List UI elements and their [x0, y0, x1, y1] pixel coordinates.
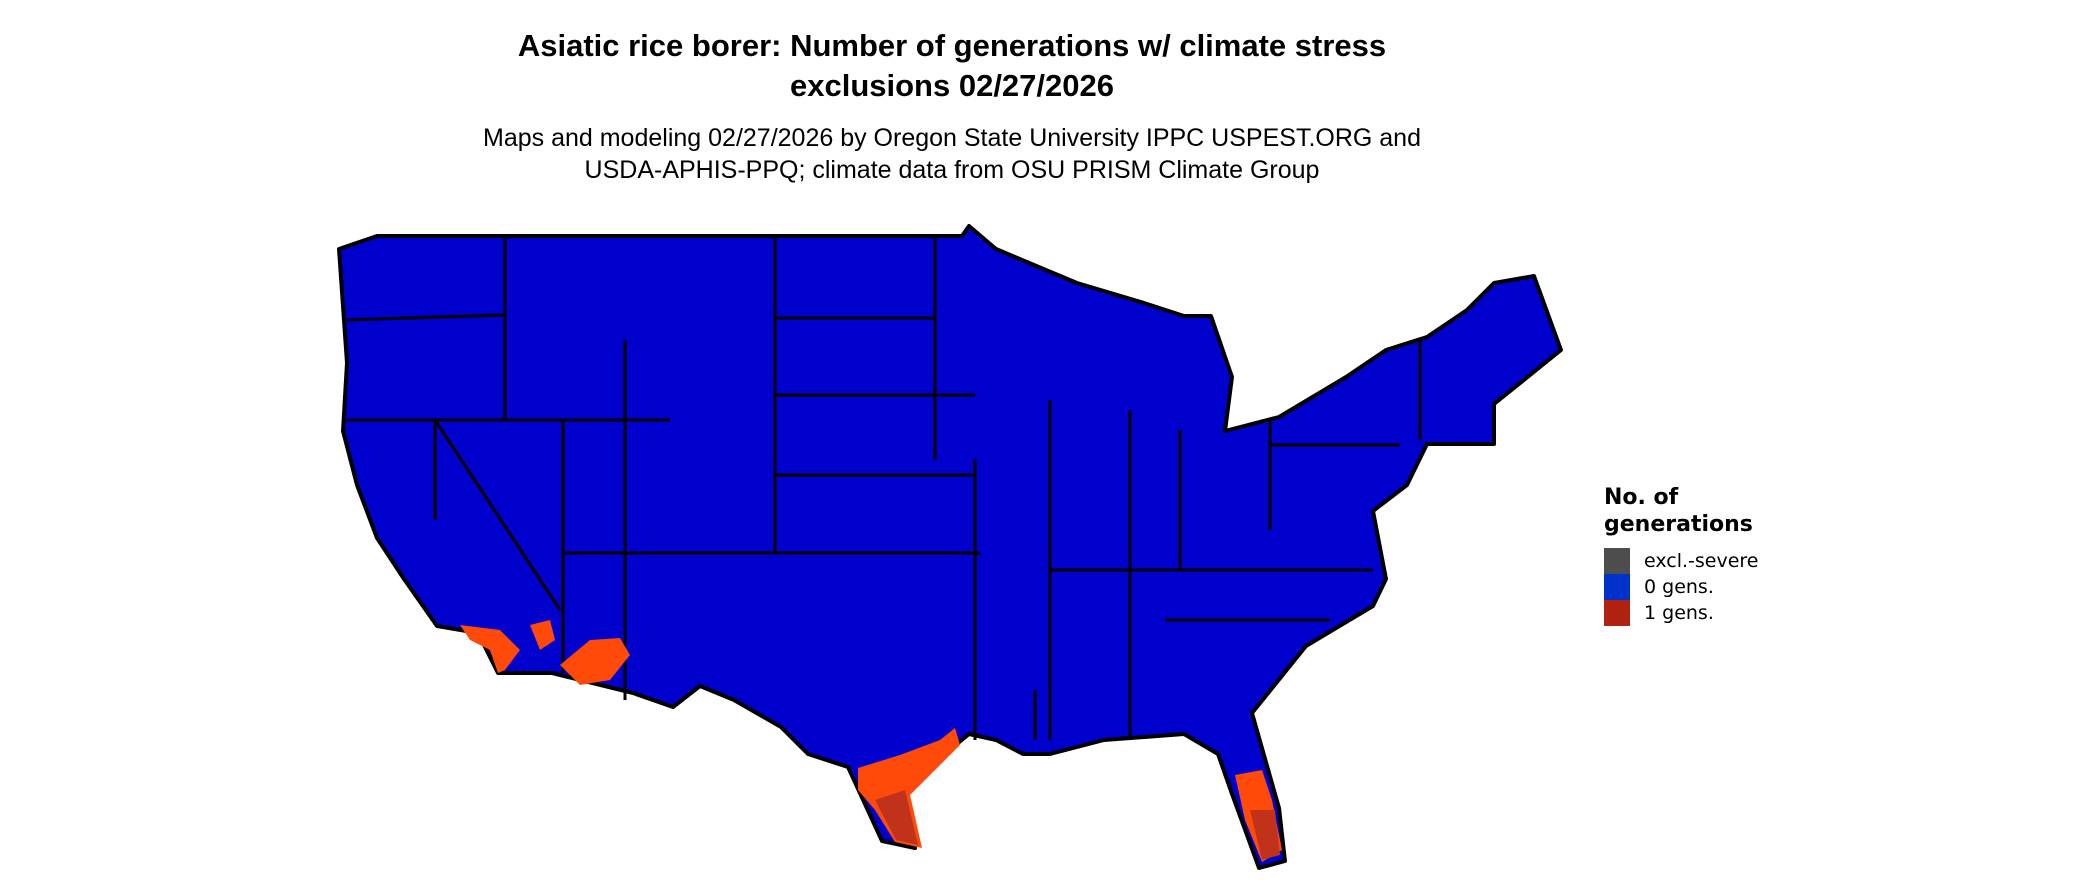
subtitle-line-2: USDA-APHIS-PPQ; climate data from OSU PR…	[584, 156, 1320, 184]
legend-label: excl.-severe	[1644, 550, 1759, 572]
legend-title-line-1: No. of	[1604, 485, 1679, 510]
map-title: Asiatic rice borer: Number of generation…	[0, 26, 1904, 106]
legend: No. of generations excl.-severe 0 gens. …	[1604, 484, 1759, 626]
state-borders	[346, 236, 1422, 740]
legend-swatch	[1604, 548, 1630, 574]
us-outline	[337, 224, 1563, 870]
subtitle-line-1: Maps and modeling 02/27/2026 by Oregon S…	[483, 124, 1421, 152]
legend-title-line-2: generations	[1604, 512, 1753, 537]
title-line-2: exclusions 02/27/2026	[789, 68, 1114, 103]
legend-label: 0 gens.	[1644, 576, 1714, 598]
title-line-1: Asiatic rice borer: Number of generation…	[517, 28, 1387, 63]
legend-title: No. of generations	[1604, 484, 1759, 538]
legend-swatch	[1604, 574, 1630, 600]
legend-label: 1 gens.	[1644, 602, 1714, 624]
legend-item-0-gens: 0 gens.	[1604, 574, 1759, 600]
one-generation-areas	[460, 620, 1282, 862]
legend-swatch	[1604, 600, 1630, 626]
legend-item-1-gens: 1 gens.	[1604, 600, 1759, 626]
legend-item-excl-severe: excl.-severe	[1604, 548, 1759, 574]
map-subtitle: Maps and modeling 02/27/2026 by Oregon S…	[0, 122, 1904, 186]
